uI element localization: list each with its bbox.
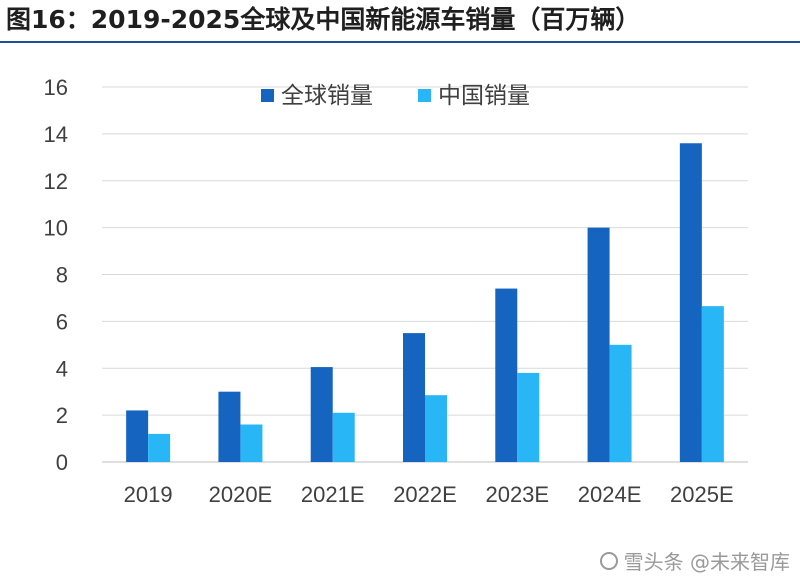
bar-global-2019	[126, 410, 149, 462]
legend-label: 全球销量	[281, 83, 373, 109]
legend: 全球销量 中国销量	[261, 83, 530, 109]
bar-china-2022E	[425, 395, 447, 462]
legend-label: 中国销量	[438, 83, 530, 109]
y-tick-label: 8	[56, 263, 68, 288]
x-tick-label: 2024E	[578, 482, 642, 507]
bar-china-2025E	[701, 306, 724, 462]
bar-china-2021E	[332, 412, 355, 462]
bar-global-2024E	[587, 227, 610, 462]
bar-global-2025E	[679, 143, 702, 462]
x-tick-label: 2019	[124, 482, 173, 507]
bar-china-2023E	[517, 372, 540, 462]
bar-china-2019	[148, 433, 171, 462]
bars	[126, 143, 724, 462]
x-tick-label: 2021E	[301, 482, 365, 507]
x-tick-label: 2023E	[485, 482, 549, 507]
y-tick-label: 4	[56, 356, 68, 381]
bar-global-2022E	[403, 333, 425, 462]
x-tick-label: 2025E	[670, 482, 734, 507]
x-tick-label: 2022E	[393, 482, 457, 507]
legend-swatch	[261, 89, 274, 102]
y-tick-label: 6	[56, 309, 68, 334]
y-tick-label: 16	[44, 75, 68, 100]
y-tick-label: 14	[44, 122, 68, 147]
bar-global-2020E	[218, 391, 241, 462]
y-axis-ticks: 0 2 4 6 8 10 12 14 16	[44, 75, 68, 475]
y-tick-label: 2	[56, 403, 68, 428]
bar-china-2024E	[609, 344, 632, 462]
figure-title: 图16：2019-2025全球及中国新能源车销量（百万辆）	[6, 5, 641, 34]
gridlines	[102, 86, 748, 463]
title-divider	[0, 41, 800, 43]
y-tick-label: 10	[44, 216, 68, 241]
y-tick-label: 12	[44, 169, 68, 194]
legend-swatch	[418, 89, 431, 102]
x-axis-ticks: 2019 2020E 2021E 2022E 2023E 2024E 2025E	[124, 482, 734, 507]
bar-global-2023E	[495, 288, 518, 462]
watermark: 雪头条 @未来智库	[599, 546, 790, 575]
x-tick-label: 2020E	[209, 482, 273, 507]
watermark-logo-icon	[599, 551, 618, 570]
bar-china-2020E	[240, 424, 263, 462]
watermark-text: 雪头条 @未来智库	[623, 550, 790, 574]
bar-global-2021E	[310, 367, 333, 462]
y-tick-label: 0	[56, 450, 68, 475]
